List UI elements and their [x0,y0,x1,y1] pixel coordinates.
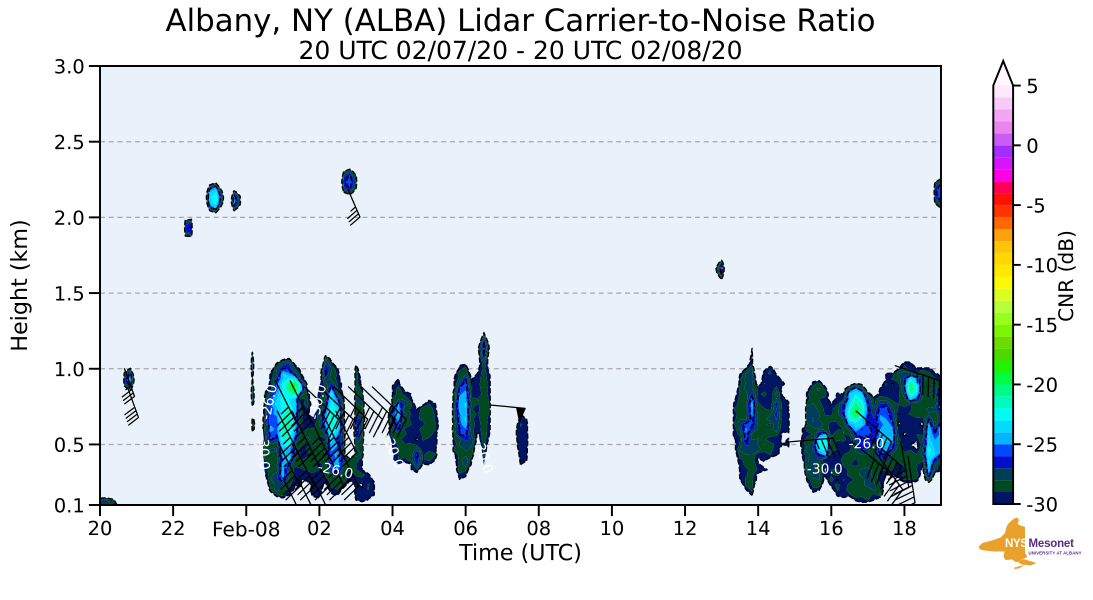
svg-text:NYS: NYS [1005,538,1028,550]
svg-text:Mesonet: Mesonet [1029,538,1075,550]
svg-text:UNIVERSITY AT ALBANY: UNIVERSITY AT ALBANY [1029,551,1082,556]
